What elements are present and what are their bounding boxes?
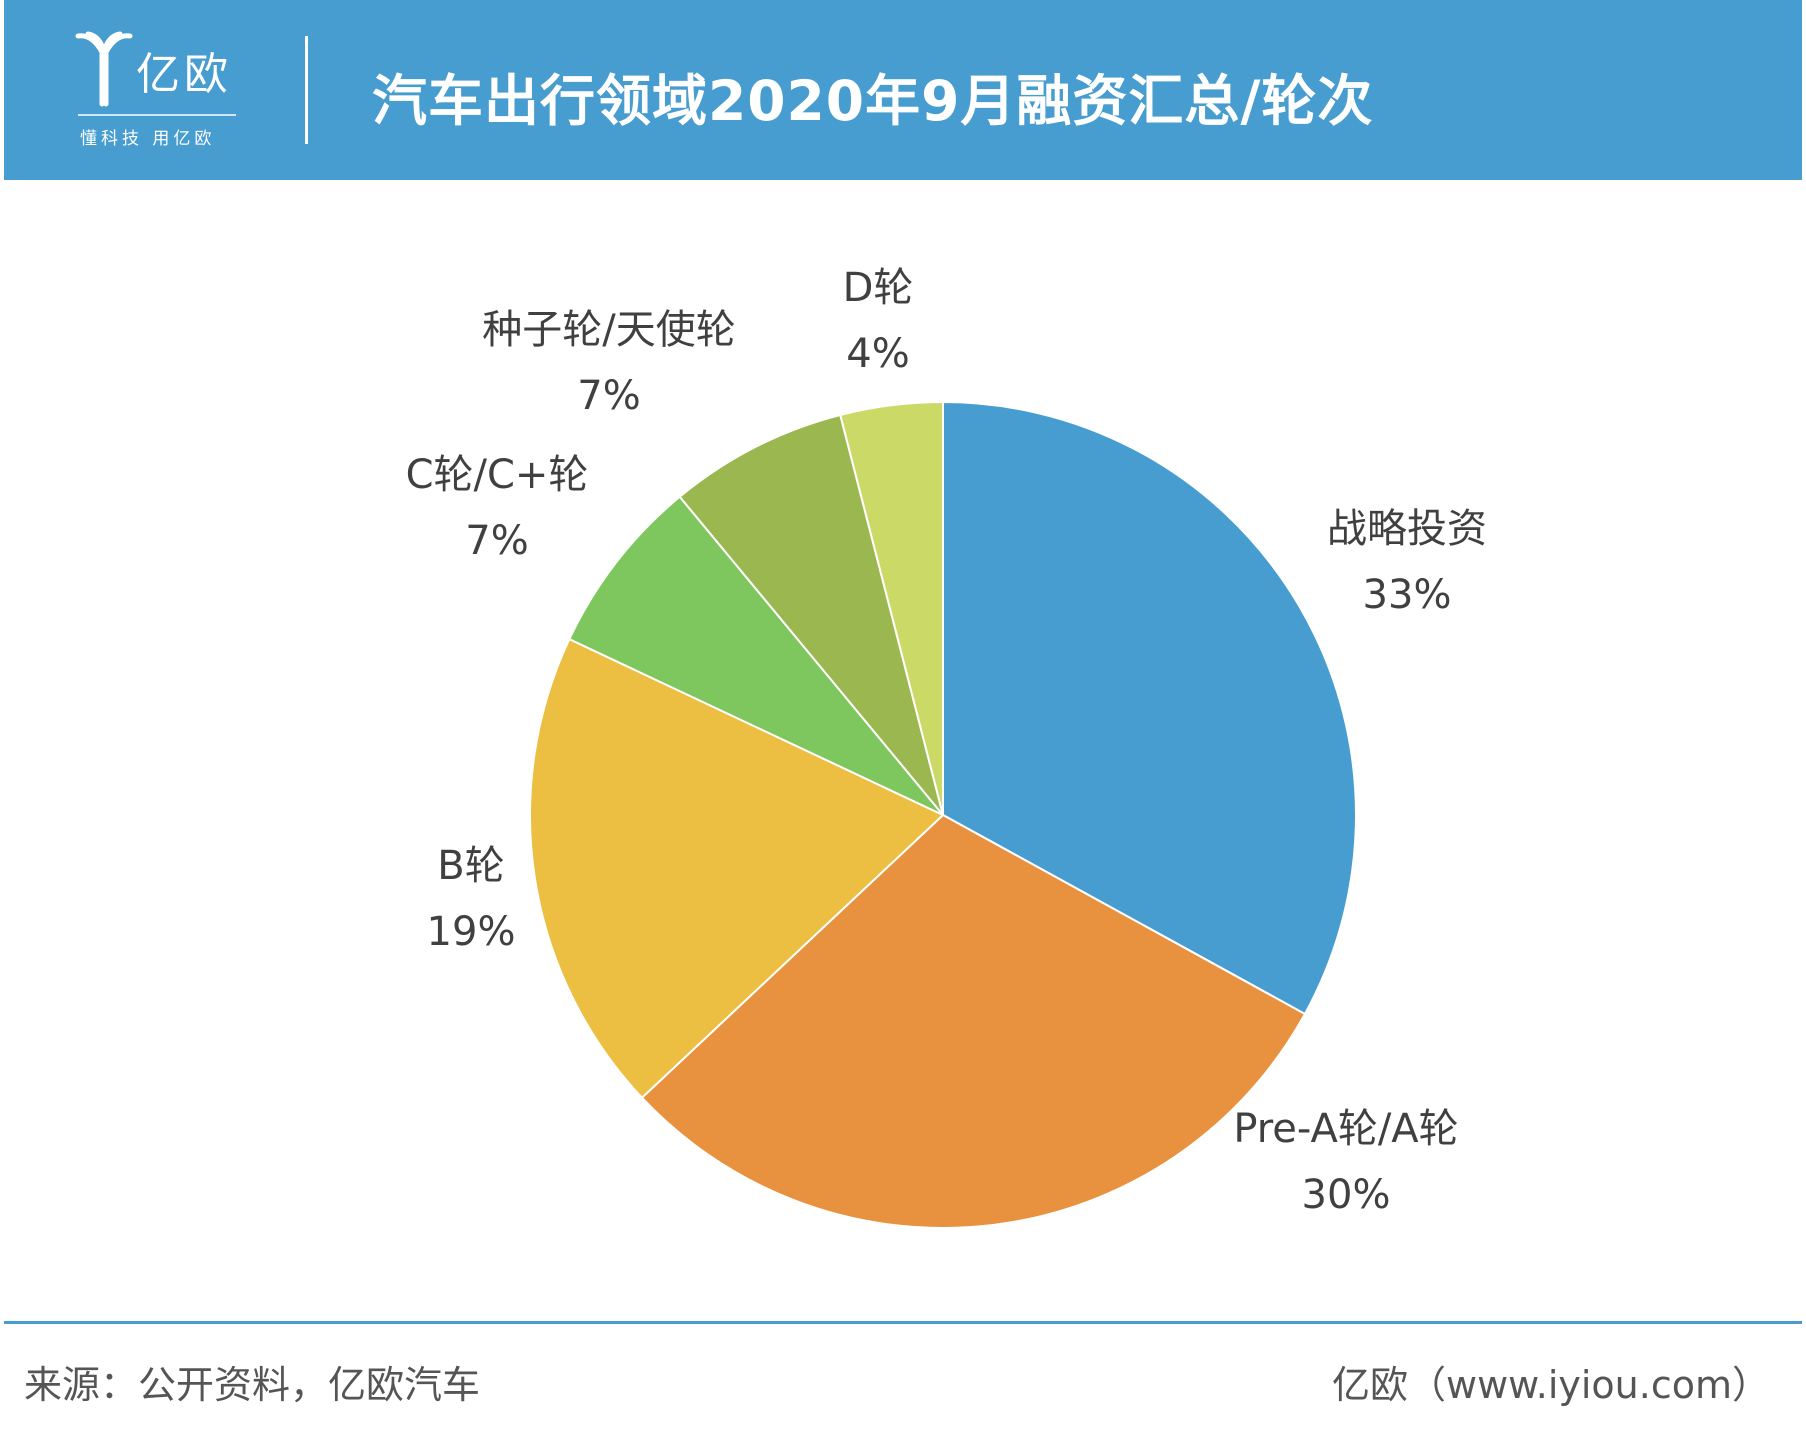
slice-percent: 7% (465, 518, 529, 564)
chart-title: 汽车出行领域2020年9月融资汇总/轮次 (372, 69, 1374, 133)
footer-rule (4, 1321, 1802, 1324)
slice-percent: 19% (426, 909, 516, 955)
pie-slice (942, 400, 1357, 1016)
pie-slice (678, 413, 944, 816)
pie-slice (529, 637, 945, 1100)
pie-chart (529, 400, 1357, 1229)
slice-name: 种子轮/天使轮 (482, 307, 736, 353)
slice-percent: 4% (846, 331, 910, 377)
slice-label: Pre-A轮/A轮 30% (1233, 1096, 1458, 1228)
slice-label: 种子轮/天使轮 7% (482, 297, 735, 429)
slice-percent: 30% (1301, 1172, 1391, 1218)
slice-label: C轮/C+轮 7% (406, 442, 589, 574)
header-bar: 亿欧 懂科技 用亿欧 汽车出行领域2020年9月融资汇总/轮次 (4, 0, 1802, 180)
slice-name: 战略投资 (1327, 506, 1487, 552)
slice-percent: 7% (577, 373, 641, 419)
pie-slice (640, 813, 1307, 1229)
slice-name: B轮 (437, 843, 505, 889)
slice-label: D轮 4% (843, 255, 914, 387)
slice-name: C轮/C+轮 (405, 452, 589, 498)
slice-name: Pre-A轮/A轮 (1233, 1106, 1459, 1152)
header-divider (305, 36, 308, 144)
pie-slice (839, 400, 944, 816)
brand-logo: 亿欧 懂科技 用亿欧 (74, 30, 244, 160)
site-credit: 亿欧（www.iyiou.com） (1331, 1363, 1770, 1407)
slice-label: B轮 19% (427, 833, 516, 965)
source-note: 来源：公开资料，亿欧汽车 (24, 1363, 481, 1407)
logo-mark-icon (75, 31, 133, 107)
slice-label: 战略投资 33% (1327, 496, 1487, 628)
logo-name: 亿欧 (136, 49, 232, 100)
logo-underline (78, 114, 236, 116)
slice-name: D轮 (842, 265, 914, 311)
slice-percent: 33% (1362, 572, 1452, 618)
pie-slice (567, 495, 944, 816)
logo-slogan: 懂科技 用亿欧 (80, 129, 216, 149)
